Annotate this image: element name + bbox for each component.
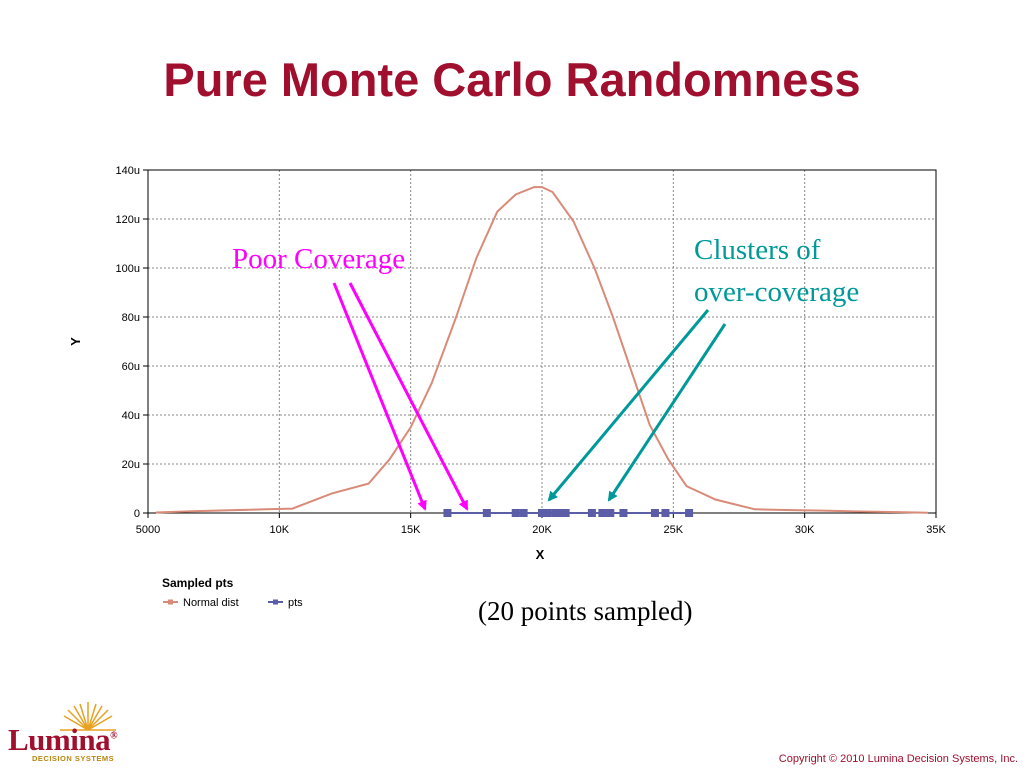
copyright-text: Copyright © 2010 Lumina Decision Systems… — [778, 753, 1018, 765]
logo-wordmark: Lumina® — [8, 722, 118, 758]
pts-point — [519, 509, 528, 517]
y-tick-label: 60u — [122, 361, 140, 373]
pts-point — [482, 509, 491, 517]
chart-caption: (20 points sampled) — [478, 596, 693, 626]
poor-coverage-arrow-left — [332, 282, 427, 511]
clusters-note-line2: over-coverage — [694, 276, 859, 308]
series-pts-markers — [443, 509, 694, 517]
pts-point — [606, 509, 615, 517]
clusters-arrow-left — [547, 309, 710, 502]
clusters-arrow-right — [607, 323, 727, 502]
legend-normal-dist-marker — [168, 599, 173, 605]
y-tick-label: 80u — [122, 312, 140, 324]
logo-registered-mark: ® — [110, 730, 118, 742]
y-tick-label: 0 — [134, 508, 140, 520]
legend-normal-dist-label: Normal dist — [183, 597, 239, 609]
poor-coverage-note: Poor Coverage — [232, 243, 405, 275]
y-tick-label: 140u — [116, 165, 140, 177]
x-tick-label: 35K — [926, 524, 946, 536]
x-tick-label: 30K — [795, 524, 815, 536]
legend-pts-marker — [273, 599, 278, 605]
pts-point — [538, 509, 546, 517]
chart-legend: Sampled pts Normal dist pts — [162, 576, 303, 609]
y-tick-label: 40u — [122, 410, 140, 422]
clusters-note-line1: Clusters of — [694, 234, 821, 266]
pts-point — [511, 509, 520, 517]
plot-frame — [147, 169, 937, 514]
pts-point — [650, 509, 659, 517]
pts-point — [598, 509, 607, 517]
y-tick-label: 20u — [122, 459, 140, 471]
x-tick-label: 10K — [270, 524, 290, 536]
pts-point — [561, 509, 570, 517]
pts-point — [587, 509, 596, 517]
pts-point — [661, 509, 670, 517]
pts-point — [443, 509, 452, 517]
pts-point — [543, 509, 552, 517]
y-tick-label: 120u — [116, 214, 140, 226]
pts-point — [619, 509, 628, 517]
x-tick-label: 25K — [664, 524, 684, 536]
sunburst-icon — [60, 702, 116, 731]
poor-coverage-arrow-right — [348, 282, 469, 511]
x-axis-label: X — [536, 547, 545, 562]
pts-point — [556, 509, 565, 517]
logo-subtitle: DECISION SYSTEMS — [32, 754, 115, 763]
x-tick-label: 15K — [401, 524, 421, 536]
legend-title: Sampled pts — [162, 576, 234, 590]
legend-pts-label: pts — [288, 597, 303, 609]
series-normal-dist-line — [155, 186, 929, 514]
logo-text: Lumina — [8, 722, 111, 757]
pts-point — [551, 509, 560, 517]
chart-grid — [147, 169, 937, 514]
x-tick-label: 5000 — [136, 524, 160, 536]
y-tick-label: 100u — [116, 263, 140, 275]
y-axis-label: Y — [68, 337, 83, 346]
slide-title: Pure Monte Carlo Randomness — [163, 53, 861, 106]
lumina-logo: Lumina® DECISION SYSTEMS — [8, 700, 138, 766]
pts-point — [685, 509, 694, 517]
x-tick-label: 20K — [532, 524, 552, 536]
axis-ticks: 5000 10K 15K 20K 25K 30K 35K 0 20u 40u 60u 80u 100u 1… — [116, 165, 947, 536]
